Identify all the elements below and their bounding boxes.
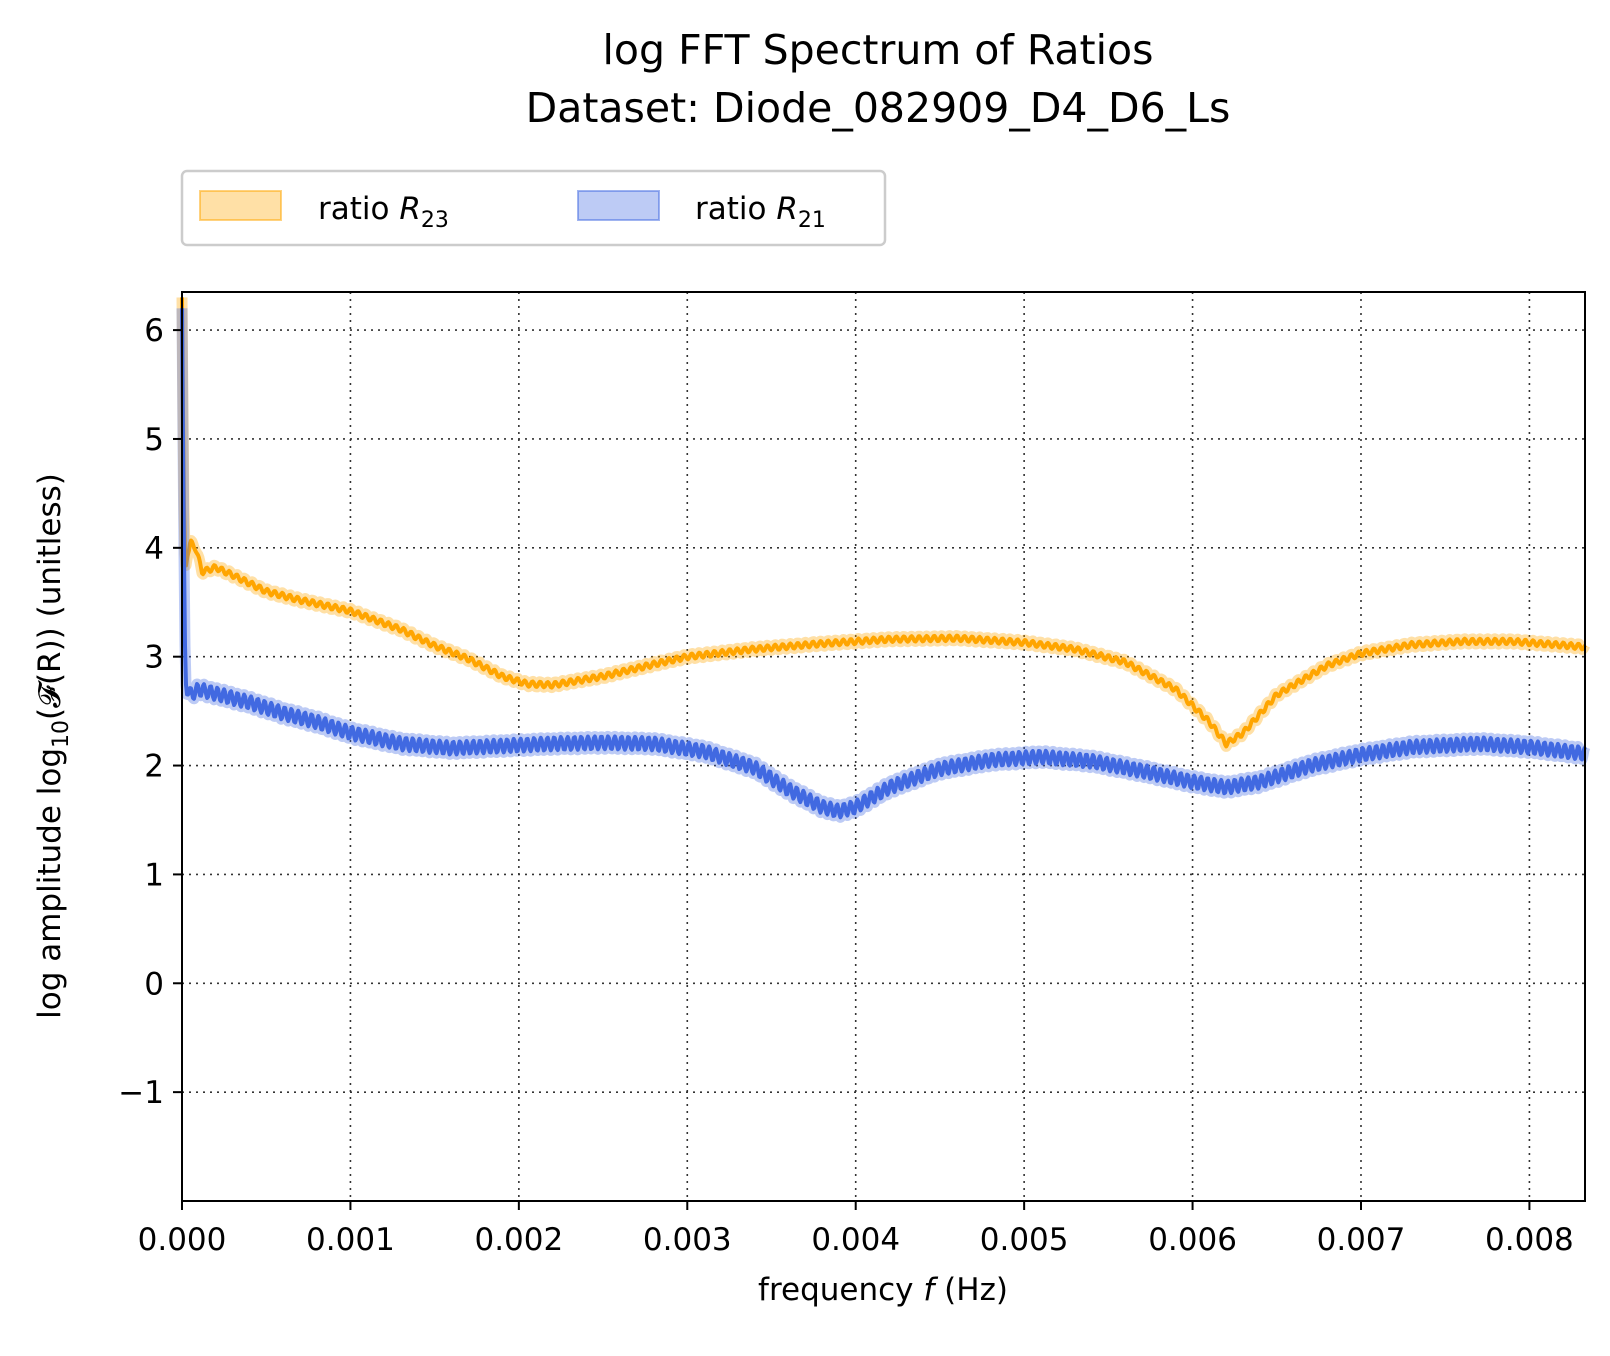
y-tick-label: 6 [144, 313, 164, 349]
x-axis: 0.000 0.001 0.002 0.003 0.004 0.005 0.006 0.007… [138, 1201, 1574, 1258]
y-tick-label: 2 [144, 749, 164, 785]
y-tick-label: 0 [144, 966, 164, 1002]
x-tick-label: 0.005 [980, 1222, 1069, 1258]
x-tick-label: 0.007 [1317, 1222, 1406, 1258]
x-axis-label: frequency f (Hz) [758, 1272, 1008, 1308]
y-tick-label: 3 [144, 640, 164, 676]
plot-frame [181, 291, 1586, 1202]
legend-frame [180, 169, 887, 247]
y-tick-label: 1 [144, 857, 164, 893]
x-tick-label: 0.008 [1485, 1222, 1574, 1258]
x-tick-label: 0.003 [643, 1222, 732, 1258]
series-line-0 [180, 297, 1587, 749]
x-tick-label: 0.002 [474, 1222, 563, 1258]
chart-subtitle: Dataset: Diode_082909_D4_D6_Ls [526, 84, 1231, 132]
series-line-1 [180, 308, 1587, 820]
y-tick-label: 5 [144, 422, 164, 458]
legend-swatch-r23 [199, 190, 282, 221]
y-axis-label: log amplitude log10(𝓕(R)) (unitless) [32, 473, 74, 1019]
y-tick-label: 4 [144, 531, 164, 567]
legend-label-r23: ratio R23 [318, 191, 449, 233]
x-tick-label: 0.000 [138, 1222, 227, 1258]
grid [182, 292, 1585, 1201]
y-tick-label: −1 [118, 1075, 164, 1111]
series-layer [176, 297, 1591, 823]
legend-swatch-r21 [577, 190, 660, 221]
x-tick-label: 0.004 [811, 1222, 900, 1258]
chart-title: log FFT Spectrum of Ratios [603, 26, 1154, 74]
legend: ratio R23 ratio R21 [180, 169, 887, 247]
y-axis: −1 0 1 2 3 4 5 6 [118, 313, 182, 1111]
legend-label-r21: ratio R21 [695, 191, 826, 233]
x-tick-label: 0.001 [306, 1222, 395, 1258]
x-tick-label: 0.006 [1148, 1222, 1237, 1258]
